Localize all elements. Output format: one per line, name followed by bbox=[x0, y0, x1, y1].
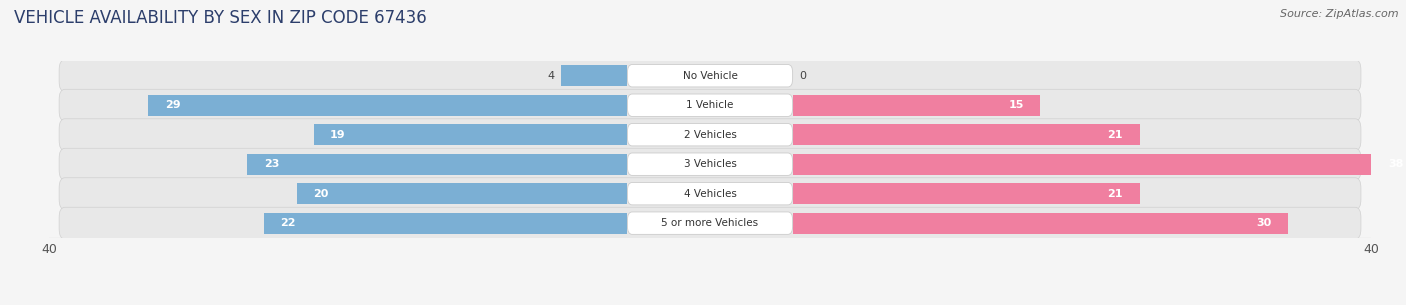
FancyBboxPatch shape bbox=[59, 89, 1361, 121]
Bar bbox=[793, 95, 1040, 116]
Legend: Male, Female: Male, Female bbox=[641, 301, 779, 305]
FancyBboxPatch shape bbox=[627, 182, 793, 205]
Bar bbox=[561, 65, 627, 86]
Bar bbox=[264, 213, 627, 234]
FancyBboxPatch shape bbox=[627, 124, 793, 146]
FancyBboxPatch shape bbox=[627, 212, 793, 234]
Bar bbox=[149, 95, 627, 116]
Bar bbox=[297, 183, 627, 204]
Text: 30: 30 bbox=[1257, 218, 1271, 228]
FancyBboxPatch shape bbox=[59, 148, 1361, 180]
Text: 23: 23 bbox=[264, 159, 280, 169]
Bar bbox=[247, 154, 627, 175]
FancyBboxPatch shape bbox=[627, 94, 793, 117]
Text: Source: ZipAtlas.com: Source: ZipAtlas.com bbox=[1281, 9, 1399, 19]
Text: 2 Vehicles: 2 Vehicles bbox=[683, 130, 737, 140]
FancyBboxPatch shape bbox=[59, 119, 1361, 151]
Text: 15: 15 bbox=[1008, 100, 1024, 110]
Bar bbox=[793, 183, 1139, 204]
Text: 4 Vehicles: 4 Vehicles bbox=[683, 189, 737, 199]
Bar bbox=[793, 154, 1406, 175]
Text: 3 Vehicles: 3 Vehicles bbox=[683, 159, 737, 169]
Text: 20: 20 bbox=[314, 189, 329, 199]
Text: 21: 21 bbox=[1108, 130, 1123, 140]
FancyBboxPatch shape bbox=[627, 153, 793, 175]
Text: 0: 0 bbox=[799, 71, 806, 81]
Text: 38: 38 bbox=[1389, 159, 1403, 169]
Bar bbox=[793, 213, 1288, 234]
FancyBboxPatch shape bbox=[59, 207, 1361, 239]
FancyBboxPatch shape bbox=[627, 65, 793, 87]
FancyBboxPatch shape bbox=[59, 60, 1361, 92]
FancyBboxPatch shape bbox=[59, 178, 1361, 210]
Text: VEHICLE AVAILABILITY BY SEX IN ZIP CODE 67436: VEHICLE AVAILABILITY BY SEX IN ZIP CODE … bbox=[14, 9, 427, 27]
Text: No Vehicle: No Vehicle bbox=[682, 71, 738, 81]
Text: 21: 21 bbox=[1108, 189, 1123, 199]
Text: 22: 22 bbox=[281, 218, 297, 228]
Text: 4: 4 bbox=[547, 71, 555, 81]
Text: 1 Vehicle: 1 Vehicle bbox=[686, 100, 734, 110]
Bar bbox=[793, 124, 1139, 145]
Bar bbox=[314, 124, 627, 145]
Text: 29: 29 bbox=[165, 100, 180, 110]
Text: 19: 19 bbox=[330, 130, 346, 140]
Text: 5 or more Vehicles: 5 or more Vehicles bbox=[661, 218, 759, 228]
